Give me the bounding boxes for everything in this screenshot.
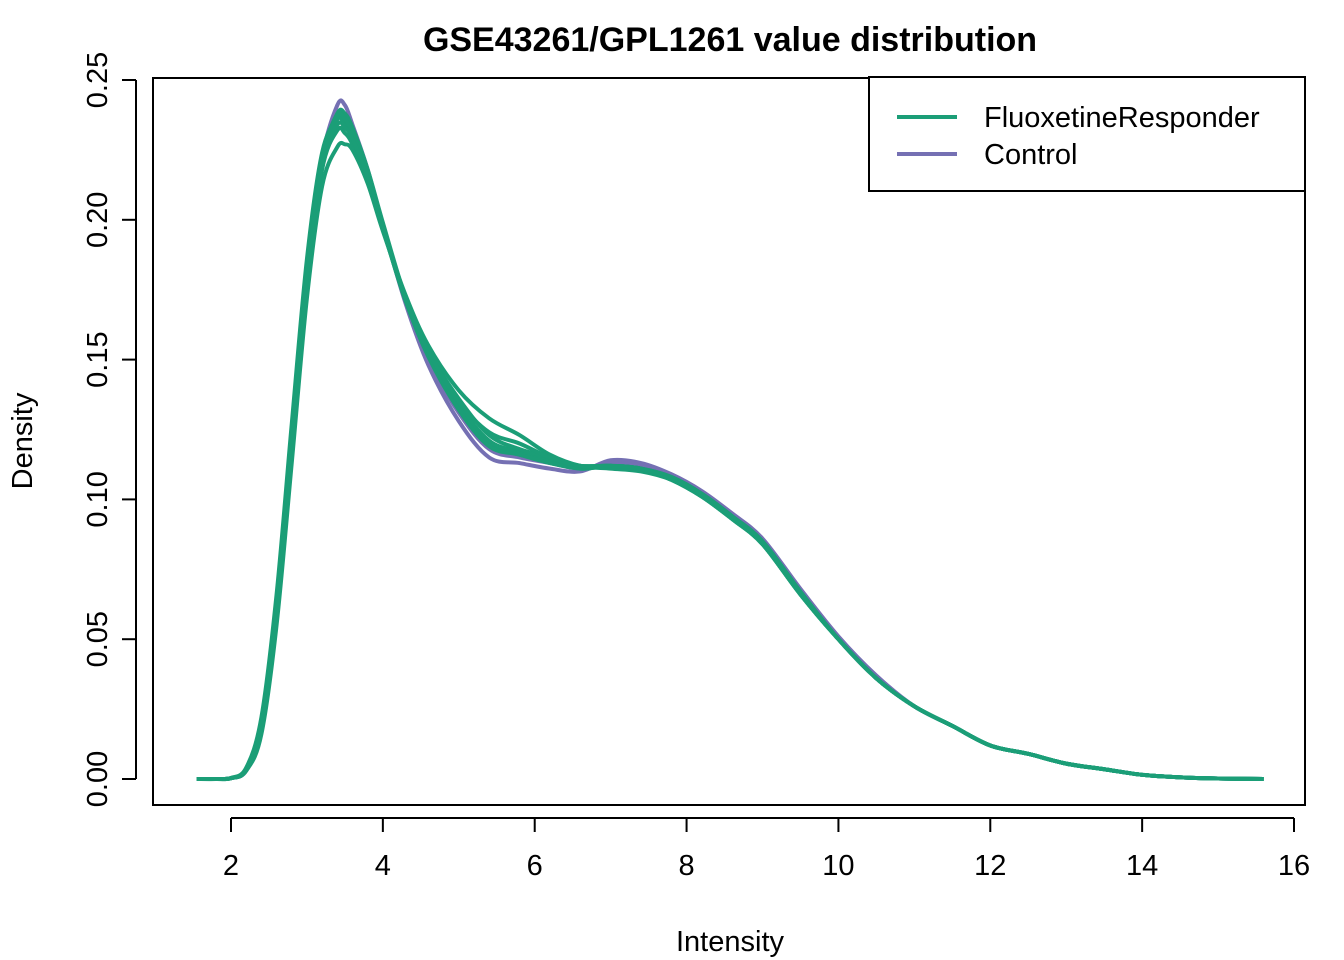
y-tick-label: 0.10 <box>82 471 114 527</box>
y-tick-label: 0.05 <box>82 611 114 667</box>
x-tick-label: 8 <box>679 850 695 882</box>
density-curves <box>196 98 1264 782</box>
density-line-fluoxetineresponder-4 <box>196 111 1264 782</box>
y-axis: 0.00 0.05 0.10 0.15 0.20 0.25 <box>82 52 137 807</box>
x-axis-label: Intensity <box>676 926 784 958</box>
legend-label-fluoxetineresponder: FluoxetineResponder <box>984 102 1260 134</box>
density-line-fluoxetineresponder-3 <box>196 115 1264 782</box>
density-line-control-0 <box>196 98 1264 782</box>
y-tick-label: 0.00 <box>82 751 114 807</box>
legend-box <box>868 76 1306 192</box>
density-line-fluoxetineresponder-7 <box>196 120 1264 782</box>
x-axis: 2 4 6 8 10 12 14 16 <box>223 817 1310 882</box>
density-line-control-1 <box>196 111 1264 782</box>
density-line-fluoxetineresponder-5 <box>196 125 1264 782</box>
density-line-fluoxetineresponder-2 <box>196 107 1264 782</box>
x-tick-label: 10 <box>822 850 854 882</box>
chart-title: GSE43261/GPL1261 value distribution <box>423 21 1037 59</box>
y-tick-label: 0.15 <box>82 331 114 387</box>
y-tick-label: 0.25 <box>82 52 114 108</box>
x-tick-label: 4 <box>375 850 391 882</box>
legend-label-control: Control <box>984 139 1078 171</box>
y-tick-label: 0.20 <box>82 192 114 248</box>
x-tick-label: 6 <box>527 850 543 882</box>
x-tick-label: 14 <box>1126 850 1158 882</box>
density-line-fluoxetineresponder-6 <box>196 140 1264 782</box>
plot-frame <box>152 77 1306 806</box>
x-tick-label: 2 <box>223 850 239 882</box>
x-tick-label: 16 <box>1278 850 1310 882</box>
y-axis-label: Density <box>7 392 39 489</box>
legend: FluoxetineResponder Control <box>868 76 1306 192</box>
x-tick-label: 12 <box>974 850 1006 882</box>
